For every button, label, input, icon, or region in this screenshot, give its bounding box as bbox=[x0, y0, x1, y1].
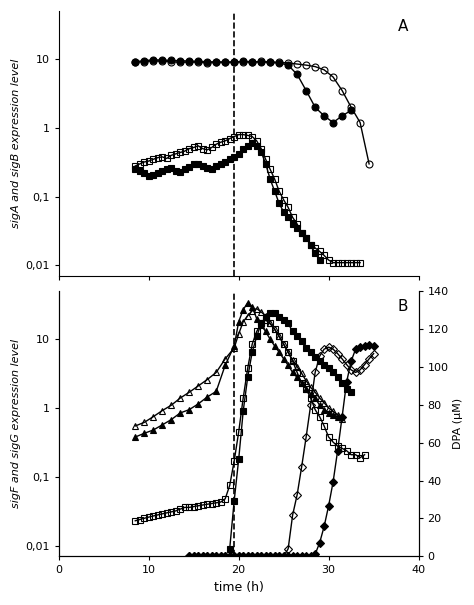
Text: A: A bbox=[397, 19, 408, 34]
X-axis label: time (h): time (h) bbox=[214, 581, 264, 594]
Y-axis label: sigF and sigG expression level: sigF and sigG expression level bbox=[11, 339, 21, 508]
Y-axis label: sigA and sigB expression level: sigA and sigB expression level bbox=[11, 59, 21, 228]
Text: B: B bbox=[397, 299, 408, 314]
Y-axis label: DPA (μM): DPA (μM) bbox=[453, 398, 463, 450]
